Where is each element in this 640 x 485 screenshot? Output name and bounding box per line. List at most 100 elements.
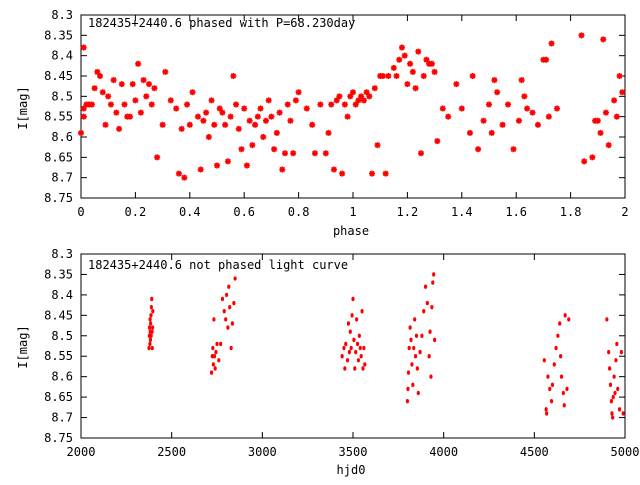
- phased-data-point: [548, 40, 555, 47]
- unphased-x-tick-label: 2500: [157, 445, 186, 459]
- unphased-x-tick-label: 4500: [520, 445, 549, 459]
- unphased-data-point: [222, 309, 226, 314]
- phased-data-point: [186, 121, 193, 128]
- unphased-data-point: [350, 313, 354, 318]
- phased-y-tick-label: 8.55: [44, 110, 73, 124]
- unphased-data-point: [432, 272, 436, 277]
- unphased-data-point: [607, 366, 612, 371]
- phased-data-point: [578, 32, 585, 39]
- unphased-data-point: [228, 304, 232, 310]
- unphased-data-point: [562, 403, 566, 408]
- phased-data-point: [398, 44, 405, 51]
- phased-data-point: [290, 150, 297, 157]
- phased-data-point: [143, 93, 150, 100]
- unphased-data-point: [558, 321, 562, 326]
- phased-data-point: [146, 81, 152, 88]
- phased-data-point: [360, 97, 367, 104]
- phased-data-point: [379, 73, 386, 79]
- phased-y-tick-label: 8.7: [51, 171, 73, 185]
- phased-data-point: [105, 93, 112, 100]
- phased-plot-frame: [80, 14, 626, 199]
- phased-data-point: [505, 101, 512, 108]
- phased-data-point: [352, 101, 359, 108]
- unphased-data-point: [429, 374, 433, 379]
- phased-x-tick-label: 0: [77, 205, 84, 219]
- unphased-data-point: [340, 354, 344, 359]
- phased-data-point: [197, 166, 204, 173]
- phased-data-point: [222, 121, 229, 128]
- phased-data-point: [249, 142, 256, 149]
- phased-data-point: [241, 105, 248, 112]
- unphased-data-point: [230, 321, 235, 326]
- unphased-data-point: [362, 345, 366, 351]
- unphased-data-point: [425, 300, 429, 306]
- unphased-data-point: [344, 341, 348, 347]
- unphased-data-point: [611, 415, 615, 420]
- unphased-data-point: [617, 407, 622, 412]
- unphased-data-point: [430, 304, 434, 310]
- unphased-data-point: [355, 317, 359, 322]
- unphased-data-point: [607, 349, 611, 355]
- phased-data-point: [453, 81, 460, 88]
- phased-x-tick-label: 1.2: [397, 205, 419, 219]
- phased-y-tick-label: 8.6: [51, 130, 73, 144]
- phased-x-tick-label: 1: [349, 205, 356, 219]
- unphased-y-tick-label: 8.55: [44, 349, 73, 363]
- phased-data-point: [154, 154, 161, 161]
- phased-data-point: [80, 113, 87, 120]
- phased-data-point: [97, 73, 104, 79]
- unphased-data-point: [151, 309, 155, 314]
- unphased-data-point: [219, 341, 223, 347]
- unphased-data-point: [423, 284, 428, 289]
- unphased-data-point: [213, 366, 217, 371]
- phased-data-point: [412, 85, 419, 92]
- unphased-data-point: [349, 345, 353, 351]
- unphased-data-point: [605, 317, 609, 322]
- phased-data-point: [282, 150, 288, 157]
- unphased-data-point: [616, 386, 620, 392]
- phased-data-point: [219, 109, 226, 116]
- phased-data-point: [401, 52, 408, 59]
- unphased-data-point: [147, 325, 152, 330]
- phased-data-point: [292, 97, 299, 104]
- unphased-data-point: [544, 407, 548, 412]
- phased-data-point: [358, 93, 365, 100]
- phased-data-point: [317, 101, 324, 108]
- unphased-data-point: [608, 382, 613, 388]
- unphased-data-point: [405, 399, 409, 404]
- unphased-plot-title: 182435+2440.6 not phased light curve: [88, 258, 348, 272]
- phased-data-point: [333, 97, 340, 104]
- phased-data-point: [371, 85, 378, 92]
- phased-data-point: [480, 117, 487, 124]
- unphased-data-point: [209, 370, 214, 375]
- unphased-data-point: [149, 304, 153, 310]
- phased-data-point: [311, 150, 318, 157]
- phased-data-point: [88, 101, 95, 108]
- unphased-data-point: [355, 341, 360, 347]
- phased-data-point: [254, 113, 261, 120]
- unphased-data-point: [554, 345, 558, 351]
- phased-data-point: [167, 97, 174, 104]
- phased-data-point: [428, 60, 435, 67]
- phased-data-point: [409, 68, 416, 75]
- unphased-data-point: [214, 349, 218, 355]
- phased-data-point: [184, 101, 191, 108]
- phased-data-point: [189, 89, 196, 96]
- phased-x-tick-label: 0.6: [233, 205, 255, 219]
- unphased-data-point: [356, 358, 361, 363]
- phased-data-point: [162, 68, 169, 75]
- phased-data-point: [475, 146, 482, 153]
- phased-data-point: [611, 97, 618, 104]
- unphased-x-tick-label: 3500: [339, 445, 368, 459]
- phased-data-point: [605, 142, 612, 149]
- unphased-data-point: [611, 394, 615, 400]
- unphased-data-point: [410, 362, 414, 367]
- unphased-data-point: [358, 345, 362, 351]
- unphased-data-point: [418, 349, 422, 355]
- phased-data-point: [227, 113, 234, 120]
- phased-data-point: [246, 117, 253, 124]
- phased-data-point: [135, 60, 142, 67]
- unphased-data-point: [414, 333, 419, 338]
- phased-x-tick-label: 0.4: [179, 205, 201, 219]
